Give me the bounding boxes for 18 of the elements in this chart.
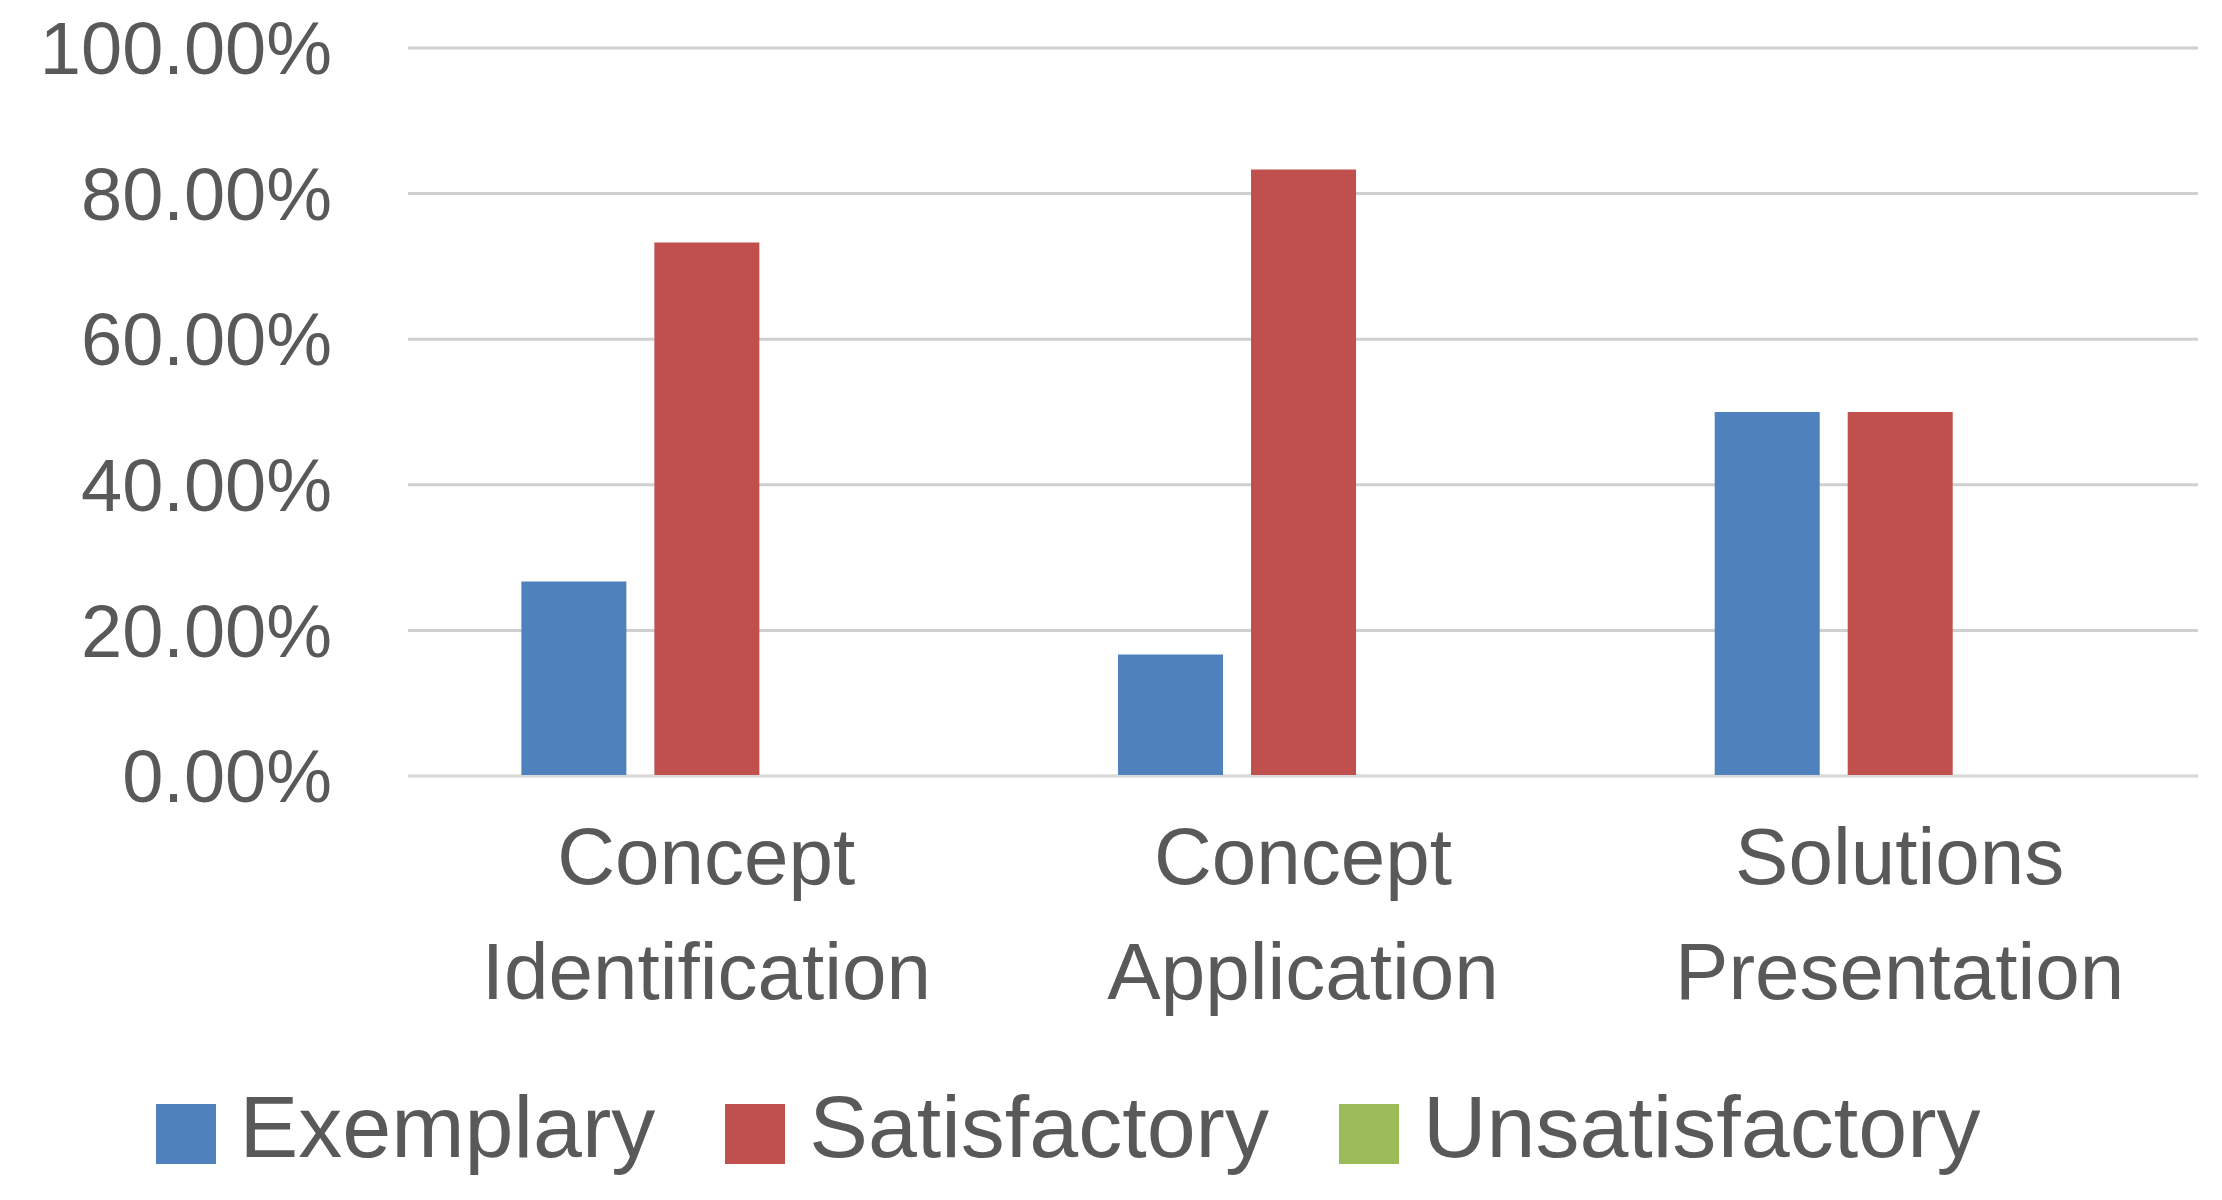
bar xyxy=(521,581,627,776)
y-tick-label: 60.00% xyxy=(81,298,332,382)
legend-label: Unsatisfactory xyxy=(1422,1077,1981,1176)
bar xyxy=(654,242,760,776)
y-tick-label: 20.00% xyxy=(81,589,332,673)
y-tick-label: 0.00% xyxy=(122,735,332,819)
y-tick-label: 40.00% xyxy=(81,444,332,528)
y-tick-label: 80.00% xyxy=(81,152,332,236)
bar xyxy=(1118,654,1224,776)
x-tick-label: Concept Identification xyxy=(481,812,931,1016)
bar xyxy=(1714,412,1820,776)
x-tick-label: Concept Application xyxy=(1107,812,1499,1016)
x-tick-label: Solutions Presentation xyxy=(1675,812,2125,1016)
bar xyxy=(1251,169,1357,776)
legend-label: Satisfactory xyxy=(809,1077,1269,1176)
bar xyxy=(1847,412,1953,776)
legend-label: Exemplary xyxy=(239,1077,656,1176)
y-tick-label: 100.00% xyxy=(39,7,332,91)
